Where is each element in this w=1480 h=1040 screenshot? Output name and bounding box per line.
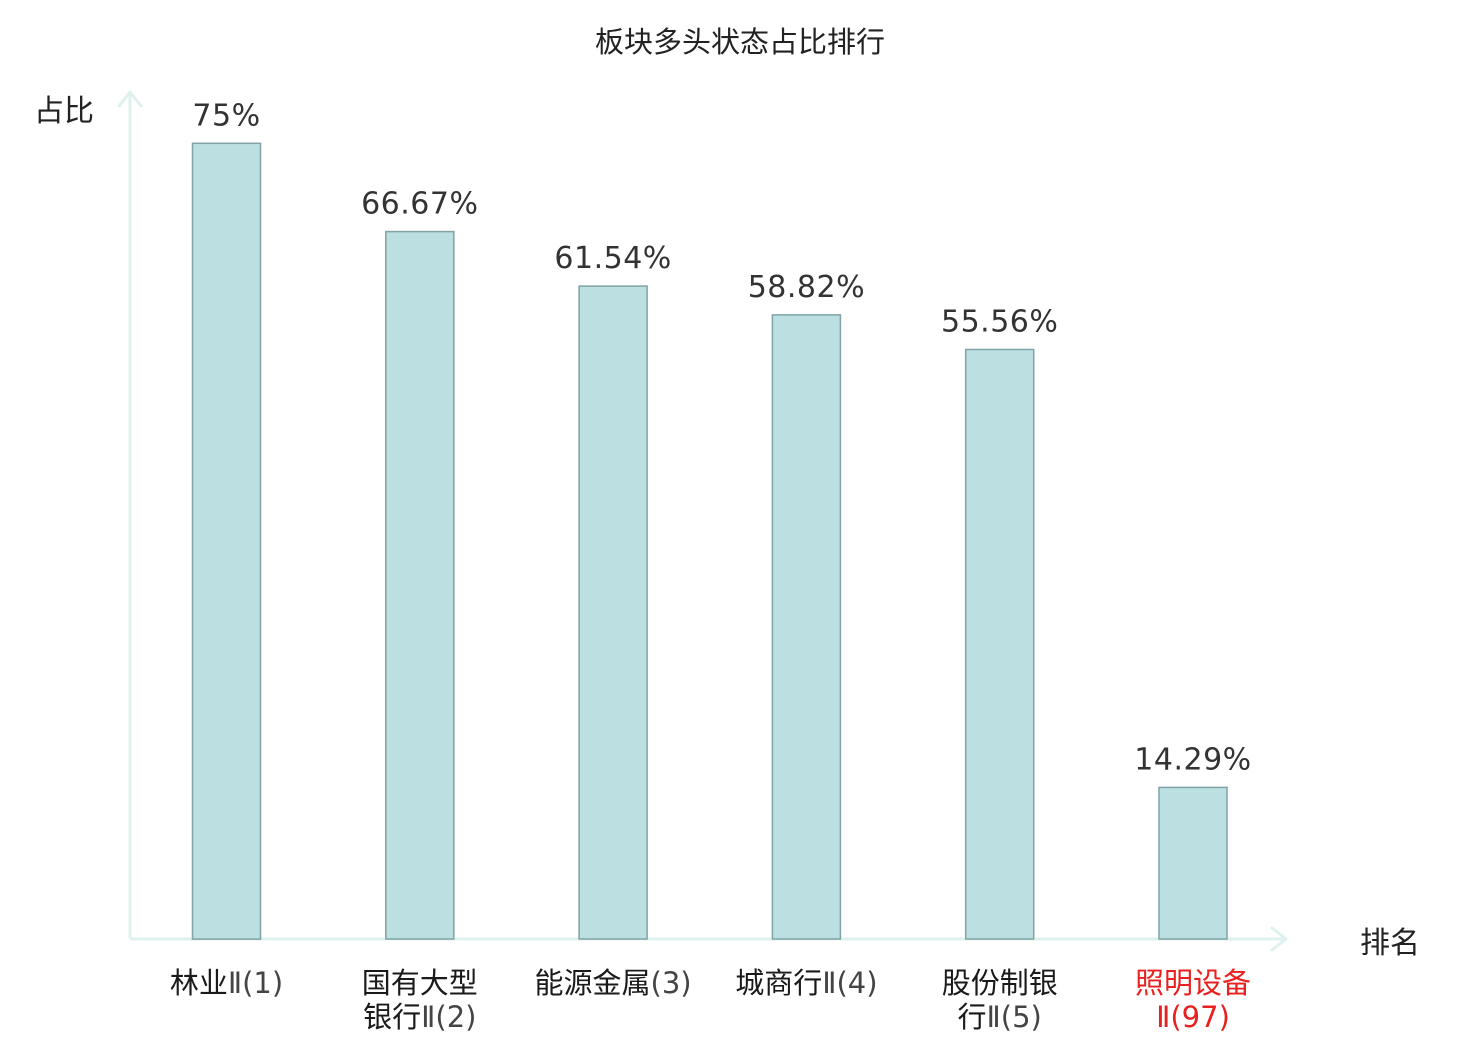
bar-2 (385, 230, 455, 940)
value-label-1: 75% (192, 98, 260, 133)
bar-3 (578, 285, 648, 940)
tick-label: Ⅱ(97) (1156, 1000, 1230, 1034)
value-label-4: 58.82% (748, 270, 865, 305)
category-label-1: 林业Ⅱ(1) (170, 966, 283, 1000)
bar-6 (1158, 786, 1228, 940)
tick-label: 国有大型 (362, 966, 478, 1000)
x-axis-arrow-icon (1270, 926, 1288, 952)
y-axis-arrow-icon (117, 90, 143, 108)
bar-1 (191, 142, 262, 940)
tick-label: 城商行Ⅱ(4) (735, 966, 877, 1000)
tick-label: 能源金属(3) (535, 966, 692, 1000)
y-axis-title: 占比 (34, 94, 94, 129)
axes (117, 90, 1288, 952)
tick-label: 股份制银 (942, 966, 1058, 1000)
value-label-2: 66.67% (361, 187, 478, 222)
bar-4 (771, 314, 842, 940)
value-label-3: 61.54% (554, 241, 671, 276)
tick-label: 银行Ⅱ(2) (363, 1000, 476, 1034)
value-label-5: 55.56% (941, 305, 1058, 340)
value-label-6: 14.29% (1134, 742, 1251, 777)
tick-label: 林业Ⅱ(1) (170, 966, 283, 1000)
chart-title: 板块多头状态占比排行 (595, 25, 885, 59)
x-axis-title: 排名 (1360, 926, 1420, 961)
bars-group (191, 142, 1228, 940)
category-label-3: 能源金属(3) (535, 966, 692, 1000)
tick-label: 照明设备 (1135, 966, 1251, 1000)
value-labels-group: 75% 66.67% 61.54% 58.82% 55.56% 14.29% (192, 98, 1251, 777)
bar-5 (964, 348, 1035, 940)
tick-label: 行Ⅱ(5) (958, 1000, 1042, 1034)
category-label-4: 城商行Ⅱ(4) (735, 966, 877, 1000)
